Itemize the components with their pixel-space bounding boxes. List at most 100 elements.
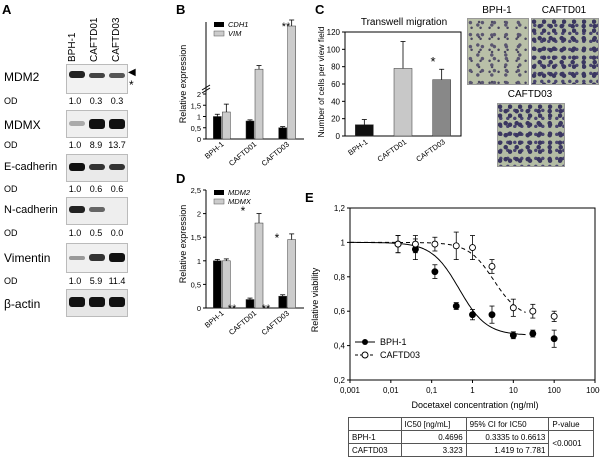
e-point-caftd03 [509, 304, 517, 312]
c-ytick-label: 0 [336, 132, 341, 141]
d-ylabel: Relative expression [178, 205, 188, 284]
d-xtick-label: BPH-1 [203, 309, 226, 330]
d-bar-mdm2 [278, 295, 287, 309]
d-bar-mdm2 [245, 299, 255, 309]
d-ytick-label: 0 [197, 304, 201, 313]
e-ylabel: Relative viability [310, 267, 320, 332]
b-ytick-label: 0,5 [191, 124, 201, 133]
c-ytick-label: 60 [331, 80, 340, 89]
e-point-bph1 [529, 330, 537, 338]
b-bar-vim [287, 25, 296, 140]
e-point-bph1 [509, 331, 517, 339]
panel-c-chart: Transwell migration Number of cells per … [316, 17, 462, 164]
b-xtick-label: CAFTD01 [227, 140, 258, 168]
blot-label-mdmx: MDMX [4, 118, 41, 132]
e-point-caftd03 [550, 312, 558, 320]
c-ytick-label: 120 [327, 28, 341, 37]
b-bar-cdh1 [213, 116, 222, 140]
blot-label-n-cadherin: N-cadherin [4, 204, 58, 216]
table-row: IC50 [ng/mL] 95% CI for IC50 P-value [348, 417, 594, 431]
panel-e-chart: Relative viability Docetaxel concentrati… [310, 204, 600, 410]
od-value: 13.7 [108, 140, 126, 150]
b-legend-swatch-cdh1 [214, 22, 224, 27]
od-label: OD [4, 96, 18, 106]
lane-label-caftd01: CAFTD01 [89, 17, 100, 62]
d-sig-caftd03-mdm2: ** [262, 303, 271, 315]
b-ytick-label: 2 [197, 90, 201, 99]
od-label: OD [4, 184, 18, 194]
e-point-bph1 [488, 311, 496, 319]
panel-label-d: D [176, 171, 186, 186]
od-value: 5.9 [89, 276, 103, 286]
od-value: 1.0 [68, 228, 82, 238]
e-legend-marker-caftd03 [361, 351, 369, 359]
od-value: 11.4 [108, 276, 126, 286]
od-value: 1.0 [68, 140, 82, 150]
table-cell: 1.419 to 7.781 [465, 443, 550, 457]
e-point-caftd03 [394, 240, 402, 248]
e-xtick-label: 0,1 [426, 386, 438, 395]
panel-label-c: C [315, 2, 325, 17]
micrograph-caftd03-label: CAFTD03 [507, 89, 553, 100]
panel-label-a: A [2, 2, 12, 17]
e-ytick-label: 0,8 [334, 273, 346, 282]
blot-label-mdm2: MDM2 [4, 70, 40, 84]
e-ytick-label: 0,4 [334, 342, 346, 351]
blot-e-cadherin [66, 154, 128, 182]
e-xtick-label: 0,001 [340, 386, 361, 395]
b-significance: ** [282, 21, 291, 33]
d-bar-mdmx [222, 260, 231, 309]
lane-label-caftd03: CAFTD03 [111, 17, 122, 62]
table-header: 95% CI for IC50 [465, 417, 550, 431]
c-ytick-label: 80 [331, 63, 340, 72]
e-point-bph1 [452, 302, 460, 310]
blot-label-beta-actin: β-actin [4, 297, 41, 311]
b-axis-break [201, 84, 211, 91]
e-point-bph1 [469, 311, 476, 319]
e-ytick-label: 0,6 [334, 307, 346, 316]
c-bar [393, 68, 413, 137]
b-ytick-label: 1 [197, 113, 201, 122]
arrow-icon: ◀ [128, 67, 136, 78]
c-ytick-label: 100 [327, 45, 341, 54]
b-bar-cdh1 [245, 120, 255, 140]
table-header: P-value [548, 417, 594, 431]
e-legend-caftd03: CAFTD03 [380, 350, 420, 360]
blot-mdm2 [66, 64, 128, 94]
e-point-caftd03 [452, 242, 460, 250]
od-value: 0.5 [89, 228, 103, 238]
lane-label-bph1: BPH-1 [67, 32, 78, 62]
table-cell: 0.4696 [400, 430, 467, 444]
e-xtick-label: 100 [547, 386, 561, 395]
c-title: Transwell migration [361, 17, 447, 28]
b-legend-cdh1: CDH1 [228, 20, 248, 29]
e-ytick-label: 1 [341, 238, 346, 247]
c-significance: * [430, 54, 435, 69]
b-xtick-label: BPH-1 [203, 140, 226, 161]
blot-n-cadherin [66, 197, 128, 225]
d-ytick-label: 0,5 [191, 280, 201, 289]
ic50-table: IC50 [ng/mL] 95% CI for IC50 P-value BPH… [348, 417, 594, 457]
od-value: 1.0 [68, 276, 82, 286]
b-bar-cdh1 [278, 127, 287, 140]
e-ytick-label: 1,2 [334, 204, 346, 213]
micrograph-bph1 [467, 18, 529, 85]
b-ytick-label: 1,5 [191, 101, 201, 110]
d-legend-swatch-mdm2 [214, 190, 224, 195]
e-point-caftd03 [469, 244, 476, 252]
e-point-caftd03 [488, 263, 496, 270]
blot-label-vimentin: Vimentin [4, 251, 51, 265]
c-ylabel: Number of cells per view field [316, 26, 326, 137]
od-value: 0.3 [89, 96, 103, 106]
e-point-caftd03 [529, 307, 537, 315]
c-ytick-label: 20 [331, 115, 340, 124]
od-value: 0.6 [110, 184, 124, 194]
e-ytick-label: 0,2 [334, 376, 346, 385]
micrograph-caftd03 [497, 103, 565, 167]
od-value: 0.6 [89, 184, 103, 194]
blot-beta-actin [66, 289, 128, 317]
od-label: OD [4, 276, 18, 286]
c-xtick-label: BPH-1 [346, 137, 369, 157]
table-header: IC50 [ng/mL] [400, 417, 467, 431]
od-value: 8.9 [89, 140, 103, 150]
